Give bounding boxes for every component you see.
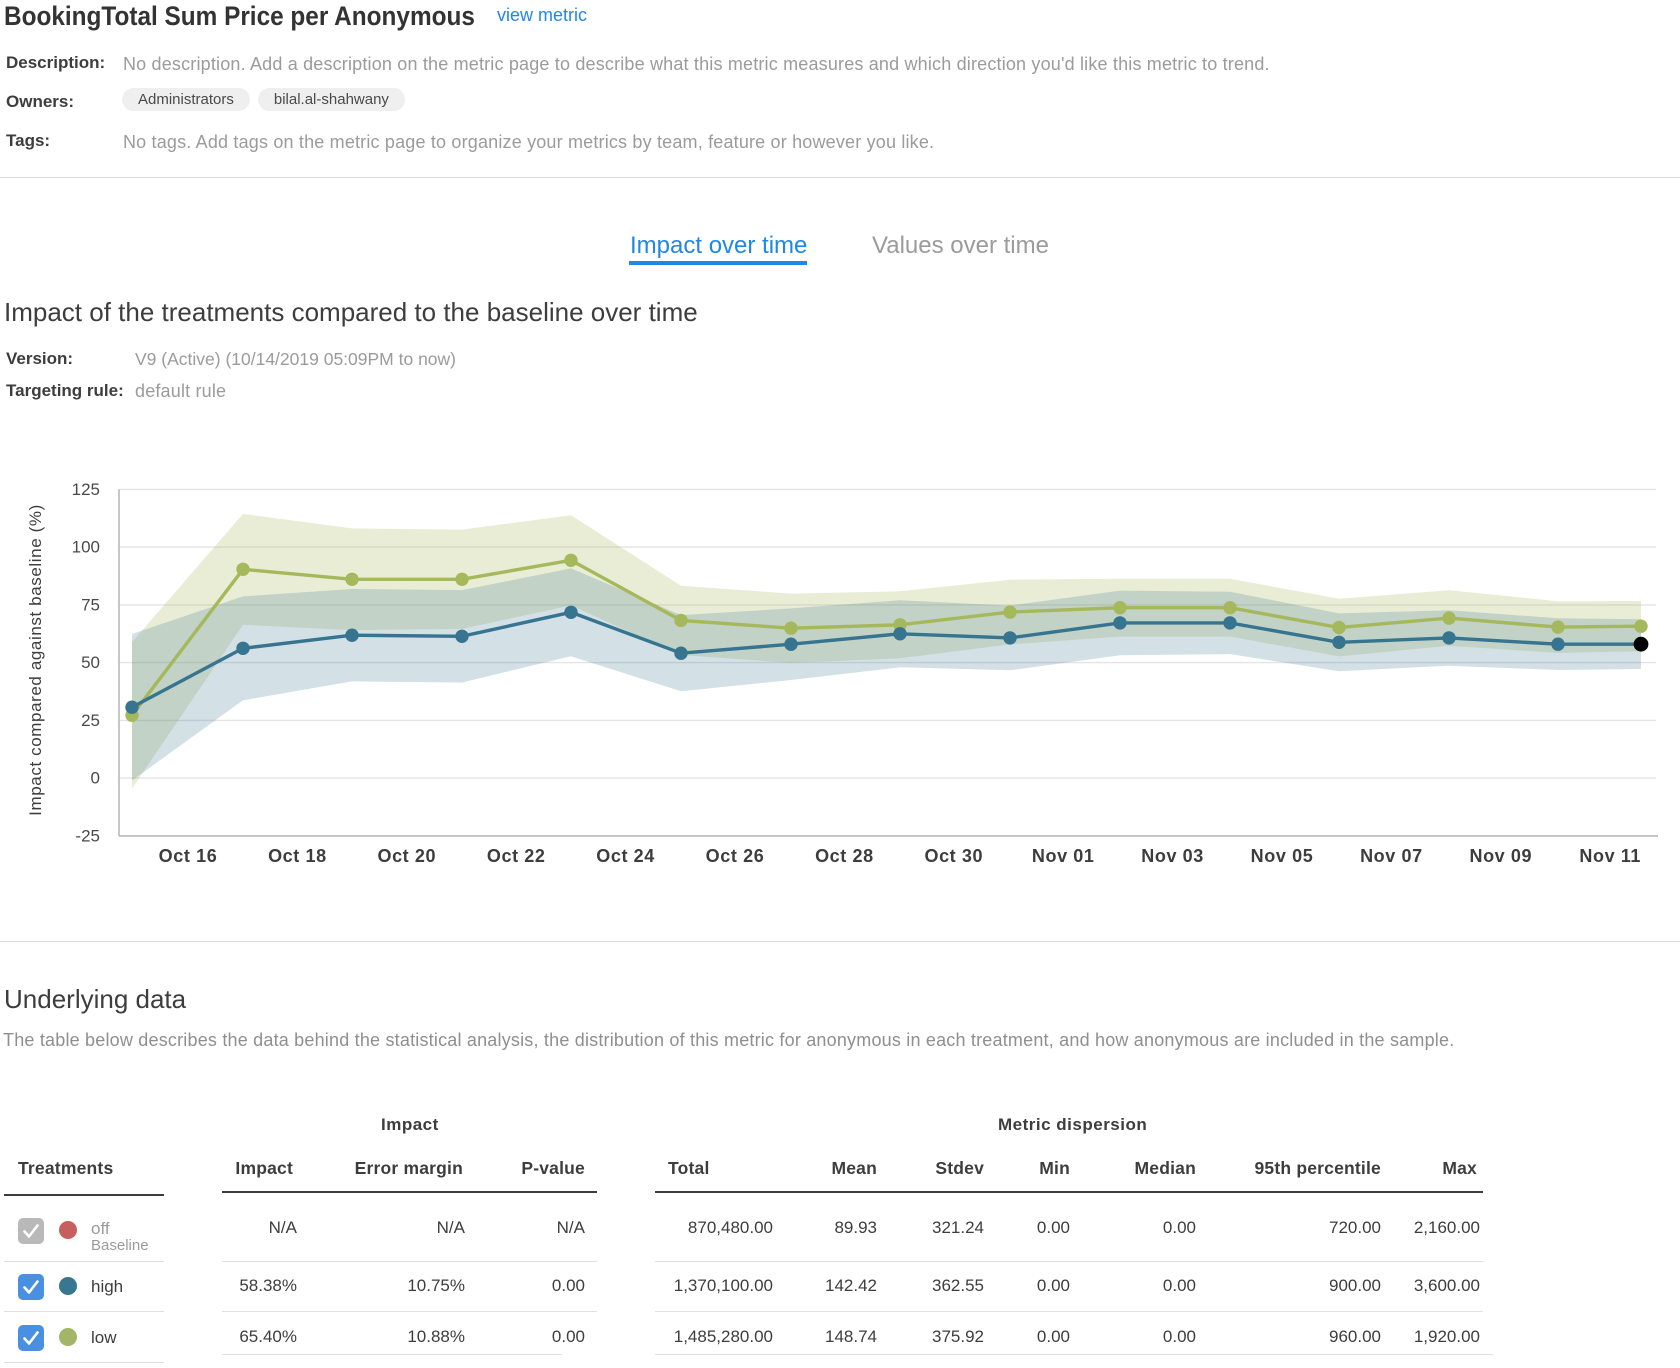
- svg-text:Nov 11: Nov 11: [1579, 846, 1641, 866]
- svg-text:Oct 28: Oct 28: [815, 846, 874, 866]
- svg-text:Nov 09: Nov 09: [1469, 846, 1532, 866]
- svg-text:Nov 07: Nov 07: [1360, 846, 1423, 866]
- svg-text:Oct 26: Oct 26: [706, 846, 765, 866]
- svg-text:Nov 01: Nov 01: [1032, 846, 1095, 866]
- svg-text:Oct 30: Oct 30: [924, 846, 983, 866]
- svg-text:25: 25: [81, 711, 100, 730]
- svg-text:Oct 20: Oct 20: [377, 846, 436, 866]
- svg-text:100: 100: [72, 538, 100, 557]
- svg-text:-25: -25: [75, 826, 100, 845]
- svg-text:50: 50: [81, 653, 100, 672]
- svg-text:Nov 05: Nov 05: [1251, 846, 1314, 866]
- svg-text:Impact compared against baseli: Impact compared against baseline (%): [26, 504, 45, 816]
- svg-text:Oct 18: Oct 18: [268, 846, 327, 866]
- svg-text:125: 125: [72, 480, 100, 499]
- svg-text:75: 75: [81, 595, 100, 614]
- svg-text:Oct 24: Oct 24: [596, 846, 655, 866]
- svg-text:0: 0: [91, 769, 100, 788]
- svg-text:Oct 22: Oct 22: [487, 846, 546, 866]
- svg-text:Nov 03: Nov 03: [1141, 846, 1204, 866]
- svg-text:Oct 16: Oct 16: [159, 846, 218, 866]
